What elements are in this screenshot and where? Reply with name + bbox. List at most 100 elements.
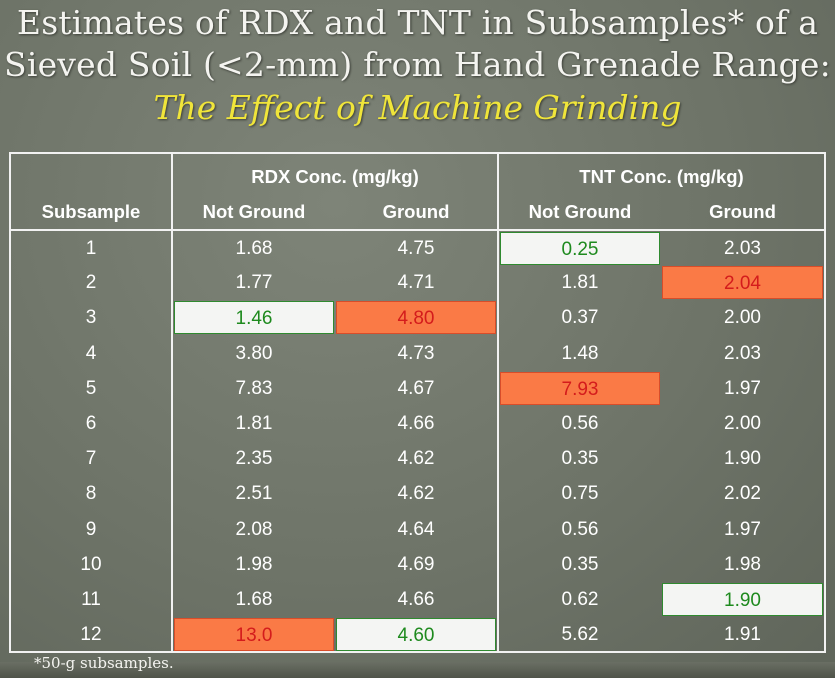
cell-value: 5.62 (561, 623, 599, 645)
header-blank (10, 153, 172, 195)
value-cell: 1.48 (497, 335, 661, 371)
value-cell: 4.66 (335, 406, 498, 441)
cell-value: 4.73 (397, 342, 435, 364)
cell-value: 2.51 (235, 483, 273, 505)
value-cell: 1.97 (661, 371, 825, 406)
value-cell: 0.75 (497, 476, 661, 512)
value-cell: 4.75 (335, 230, 498, 265)
value-cell: 3.80 (171, 335, 335, 371)
cell-value: 1.91 (724, 623, 761, 645)
cell-value: 4.62 (397, 483, 435, 505)
value-cell: 0.56 (497, 405, 661, 442)
value-cell: 0.25 (497, 230, 661, 266)
cell-value: 2.00 (724, 413, 761, 435)
bottom-strip (0, 662, 835, 678)
cell-value: 0.56 (561, 518, 599, 540)
value-cell: 0.37 (497, 300, 661, 336)
value-cell: 1.68 (171, 230, 335, 266)
value-cell: 2.35 (171, 441, 335, 477)
value-cell: 4.69 (335, 547, 498, 582)
cell-value: 1.81 (561, 272, 599, 294)
cell-value: 2 (85, 272, 97, 294)
value-cell: 1.90 (661, 441, 825, 476)
cell-value: 3 (85, 307, 97, 329)
value-cell: 1.77 (171, 265, 335, 301)
value-cell: 4.62 (335, 476, 498, 511)
subsample-cell: 1 (10, 230, 172, 265)
cell-value: 4.66 (397, 588, 435, 610)
title-line-1: Estimates of RDX and TNT in Subsamples* … (16, 3, 819, 42)
cell-value: 2.02 (724, 483, 761, 505)
value-cell: 2.00 (661, 300, 825, 335)
concentration-table: RDX Conc. (mg/kg) TNT Conc. (mg/kg) Subs… (9, 152, 826, 654)
value-cell: 4.73 (335, 336, 498, 371)
cell-value: 0.75 (561, 483, 599, 505)
cell-value: 11 (81, 588, 101, 610)
subsample-cell: 4 (10, 336, 172, 371)
cell-value: 2.00 (724, 307, 761, 329)
subsample-cell: 8 (10, 476, 172, 511)
cell-value: 4.66 (397, 413, 435, 435)
footnote: *50-g subsamples. (34, 654, 174, 672)
value-cell: 13.0 (171, 617, 335, 653)
header-tnt-group: TNT Conc. (mg/kg) (497, 153, 825, 195)
table-row: 10 1.98 4.69 0.35 1.98 (10, 546, 825, 582)
cell-value: 5 (85, 377, 97, 399)
table-body: 1 1.68 4.75 0.25 2.03 2 1.77 4.71 1.81 2.04 3 1.46 4… (10, 230, 825, 653)
value-cell: 4.80 (335, 300, 498, 335)
cell-value: 4.80 (336, 301, 496, 335)
value-cell: 0.35 (497, 441, 661, 477)
table-row: 6 1.81 4.66 0.56 2.00 (10, 405, 825, 442)
cell-value: 4.62 (397, 448, 435, 470)
cell-value: 1.46 (174, 301, 334, 335)
table-row: 4 3.80 4.73 1.48 2.03 (10, 335, 825, 371)
cell-value: 1.90 (662, 582, 823, 616)
value-cell: 1.90 (661, 582, 825, 617)
value-cell: 1.91 (661, 617, 825, 652)
value-cell: 4.62 (335, 441, 498, 476)
value-cell: 2.51 (171, 476, 335, 512)
value-cell: 2.08 (171, 511, 335, 547)
cell-value: 1.68 (235, 237, 273, 259)
cell-value: 13.0 (174, 617, 334, 651)
cell-value: 4.75 (397, 237, 435, 259)
table-row: 7 2.35 4.62 0.35 1.90 (10, 441, 825, 477)
value-cell: 0.62 (497, 581, 661, 618)
cell-value: 2.08 (235, 518, 273, 540)
cell-value: 1.97 (724, 377, 761, 399)
table-row: 3 1.46 4.80 0.37 2.00 (10, 300, 825, 336)
cell-value: 3.80 (235, 342, 273, 364)
value-cell: 4.60 (335, 617, 498, 652)
subsample-cell: 2 (10, 265, 172, 300)
table-row: 2 1.77 4.71 1.81 2.04 (10, 265, 825, 301)
table-row: 9 2.08 4.64 0.56 1.97 (10, 511, 825, 547)
cell-value: 9 (85, 518, 97, 540)
table-row: 12 13.0 4.60 5.62 1.91 (10, 617, 825, 653)
subsample-cell: 9 (10, 512, 172, 547)
value-cell: 1.97 (661, 512, 825, 547)
value-cell: 2.02 (661, 476, 825, 511)
cell-value: 4.71 (397, 272, 435, 294)
value-cell: 1.81 (171, 405, 335, 442)
table-row: 1 1.68 4.75 0.25 2.03 (10, 230, 825, 266)
cell-value: 0.35 (561, 448, 599, 470)
cell-value: 1.90 (724, 448, 761, 470)
cell-value: 4.69 (397, 553, 435, 575)
title-line-2: Sieved Soil (<2-mm) from Hand Grenade Ra… (4, 45, 831, 84)
cell-value: 1.77 (235, 272, 273, 294)
slide-title: Estimates of RDX and TNT in Subsamples* … (0, 0, 835, 130)
cell-value: 6 (85, 413, 97, 435)
cell-value: 2.04 (662, 266, 823, 300)
cell-value: 8 (85, 483, 97, 505)
value-cell: 7.83 (171, 370, 335, 406)
subsample-cell: 5 (10, 371, 172, 406)
table-row: 8 2.51 4.62 0.75 2.02 (10, 476, 825, 512)
cell-value: 4 (85, 342, 97, 364)
value-cell: 1.98 (171, 546, 335, 582)
value-cell: 4.67 (335, 371, 498, 406)
cell-value: 1.98 (235, 553, 273, 575)
cell-value: 7 (85, 448, 97, 470)
value-cell: 2.00 (661, 406, 825, 441)
cell-value: 4.60 (336, 617, 496, 651)
cell-value: 12 (80, 623, 102, 645)
